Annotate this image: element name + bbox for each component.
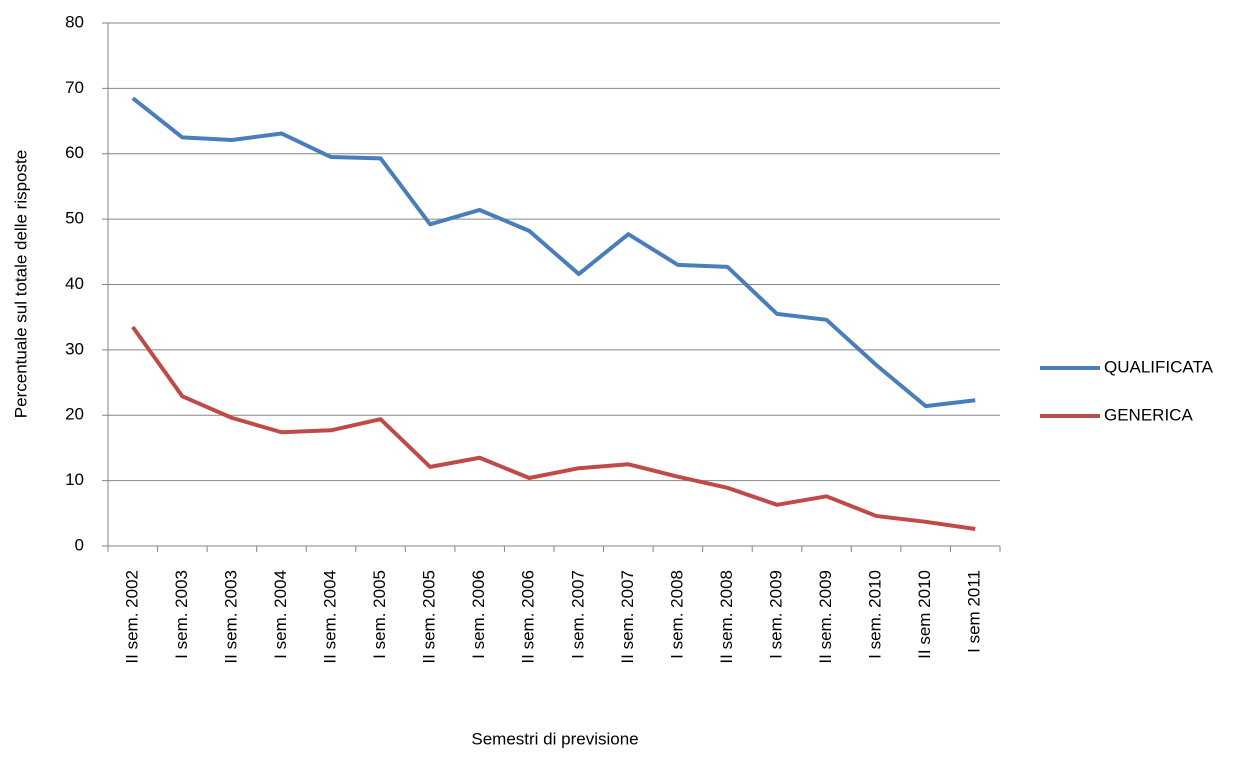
x-tick-label: II sem. 2006 [519, 570, 538, 664]
x-tick-label: II sem. 2008 [717, 570, 736, 664]
x-tick-label: I sem. 2007 [568, 570, 587, 659]
line-series [131, 325, 976, 531]
y-tick-label: 60 [65, 143, 84, 162]
x-tick-label: I sem. 2006 [469, 570, 488, 659]
legend-label: GENERICA [1104, 405, 1193, 424]
y-tick-label: 20 [65, 405, 84, 424]
y-axis-title: Percentuale sul totale delle risposte [11, 150, 30, 418]
x-tick-label: II sem. 2007 [618, 570, 637, 664]
x-tick-label: II sem. 2002 [122, 570, 141, 664]
x-tick-label: I sem 2011 [965, 570, 984, 653]
x-tick-label: I sem. 2008 [667, 570, 686, 659]
line-series [131, 96, 976, 409]
x-tick-label: I sem. 2003 [172, 570, 191, 659]
x-tick-label: I sem. 2010 [866, 570, 885, 659]
x-tick-label: I sem. 2005 [370, 570, 389, 659]
y-tick-label: 80 [65, 12, 84, 31]
x-tick-label: I sem. 2004 [271, 570, 290, 659]
x-tick-label: II sem 2010 [915, 570, 934, 659]
x-tick-label: II sem. 2005 [420, 570, 439, 664]
x-axis-title: Semestri di previsione [471, 729, 638, 748]
y-tick-label: 70 [65, 78, 84, 97]
y-tick-label: 0 [75, 535, 84, 554]
y-tick-label: 40 [65, 274, 84, 293]
x-tick-label: II sem. 2009 [816, 570, 835, 664]
y-tick-label: 50 [65, 209, 84, 228]
x-tick-label: I sem. 2009 [766, 570, 785, 659]
legend-label: QUALIFICATA [1104, 357, 1214, 376]
x-tick-label: II sem. 2004 [320, 570, 339, 664]
y-tick-label: 30 [65, 339, 84, 358]
x-tick-label: II sem. 2003 [221, 570, 240, 664]
y-tick-label: 10 [65, 470, 84, 489]
